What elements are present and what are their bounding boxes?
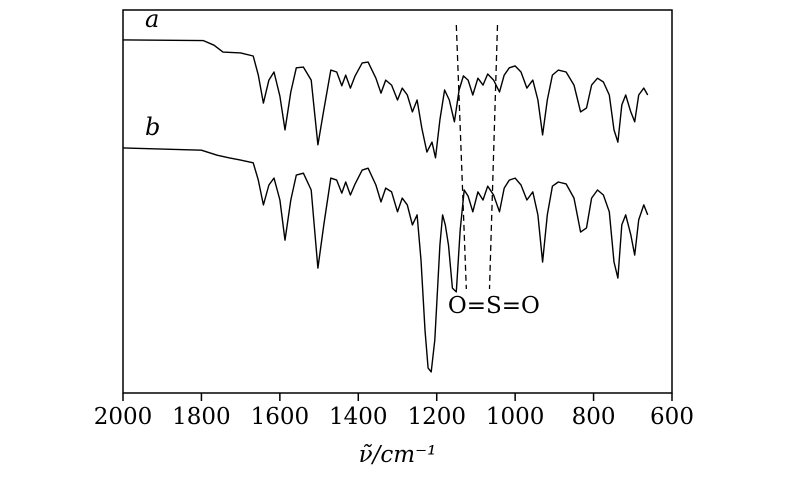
x-axis-label: ν̃/cm⁻¹: [359, 442, 437, 468]
spectrum-curve-b: [122, 147, 649, 373]
x-tick-label: 600: [650, 404, 694, 430]
x-tick-label: 1600: [251, 404, 310, 430]
x-tick-label: 800: [572, 404, 616, 430]
spectrum-curve-a: [122, 39, 649, 159]
plot-frame: [122, 9, 673, 394]
x-tick-label: 2000: [94, 404, 153, 430]
sulfone-marker-line-left: [455, 24, 467, 290]
x-tick-label: 1000: [486, 404, 545, 430]
curve-label-a: a: [145, 5, 159, 33]
x-tick-label: 1800: [172, 404, 231, 430]
x-tick-label: 1400: [329, 404, 388, 430]
x-tick-label: 1200: [407, 404, 466, 430]
sulfone-marker-line-right: [488, 24, 499, 290]
sulfone-annotation-label: O=S=O: [448, 293, 540, 319]
curve-label-b: b: [145, 113, 160, 141]
